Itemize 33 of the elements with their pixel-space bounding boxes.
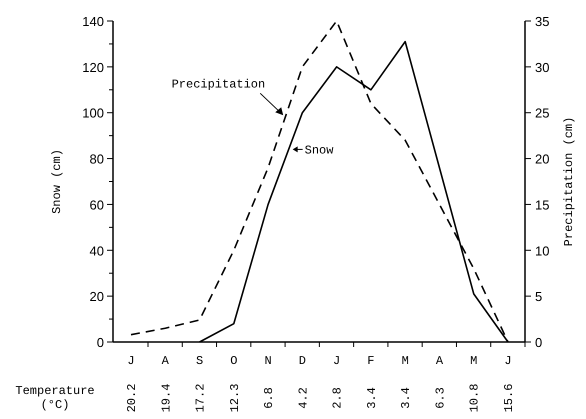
- category-label: M 10.8: [468, 354, 482, 412]
- y-tick-label: 80: [90, 152, 104, 167]
- y2-tick-label: 20: [535, 152, 550, 167]
- category-label: S 17.2: [194, 354, 208, 412]
- text: Precipitation: [172, 77, 266, 92]
- y-tick-label: 20: [90, 289, 104, 304]
- y2-tick-label: 10: [535, 243, 550, 258]
- category-label: N 6.8: [262, 354, 276, 409]
- category-label: A 19.4: [159, 354, 174, 412]
- category-label: M 3.4: [399, 354, 414, 409]
- y-tick-label: 120: [82, 60, 104, 75]
- y2-tick-label: 5: [535, 289, 542, 304]
- category-label: D 4.2: [296, 354, 310, 409]
- text: Temperature (°C): [15, 384, 95, 412]
- y-tick-label: 140: [82, 14, 104, 29]
- category-label: J 2.8: [330, 354, 345, 409]
- y2-tick-label: 25: [535, 106, 550, 121]
- y-tick-label: 100: [82, 106, 104, 121]
- y-tick-label: 60: [90, 197, 104, 212]
- category-label: A 6.3: [433, 354, 448, 409]
- category-label: F 3.4: [364, 354, 379, 409]
- y2-tick-label: 15: [535, 197, 550, 212]
- y2-tick-label: 30: [535, 60, 550, 75]
- category-label: O 12.3: [228, 354, 242, 412]
- y-tick-label: 40: [90, 243, 104, 258]
- category-label: J 15.6: [502, 354, 516, 412]
- y-tick-label: 0: [96, 335, 104, 350]
- y2-tick-label: 35: [535, 14, 550, 29]
- category-label: J 20.2: [125, 354, 139, 412]
- legend-label: Snow: [304, 143, 334, 158]
- y2-tick-label: 0: [535, 335, 542, 350]
- y2-axis-title: Precipitation (cm): [562, 116, 576, 246]
- y-axis-title: Snow (cm): [50, 149, 64, 214]
